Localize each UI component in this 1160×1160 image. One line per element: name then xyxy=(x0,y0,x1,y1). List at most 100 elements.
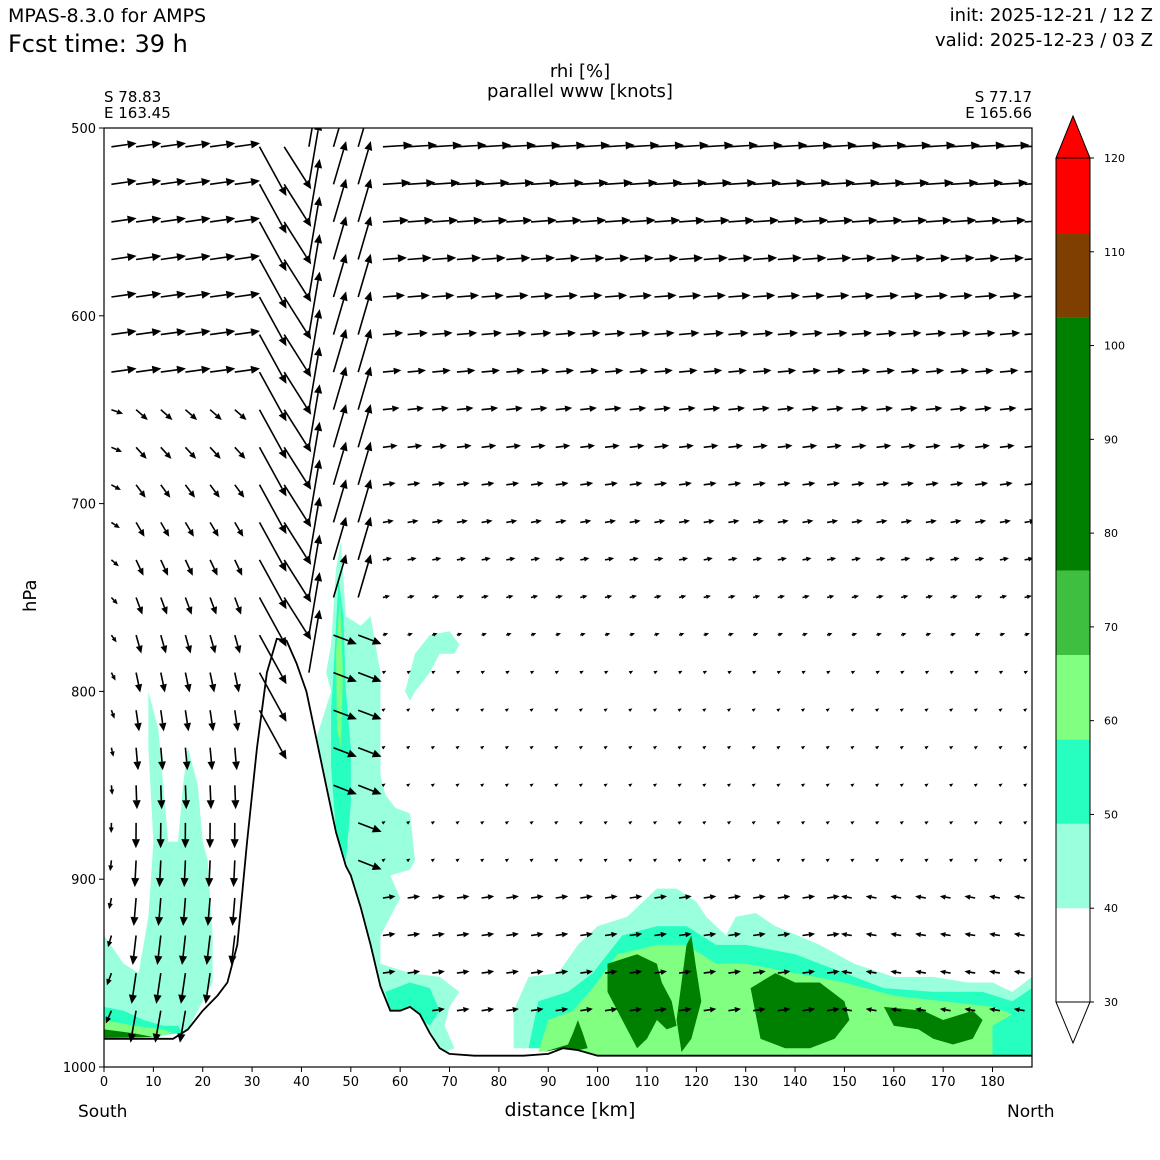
wind-arrow-head xyxy=(850,858,855,863)
wind-arrow-head xyxy=(225,215,236,224)
wind-arrow-shaft xyxy=(382,407,393,411)
wind-arrow-shaft xyxy=(851,257,867,261)
start-lat: S 78.83 xyxy=(104,88,162,106)
wind-arrow-head xyxy=(214,413,222,420)
wind-arrow-shaft xyxy=(1024,596,1028,599)
wind-arrow-head xyxy=(825,821,830,825)
wind-arrow-shaft xyxy=(357,487,370,523)
wind-arrow-head xyxy=(949,821,954,825)
wind-arrow-head xyxy=(314,496,323,507)
wind-arrow-shaft xyxy=(802,332,815,336)
wind-arrow-head xyxy=(825,783,830,787)
colorbar-tick-label: 80 xyxy=(1104,527,1118,540)
wind-arrow-head xyxy=(225,178,236,186)
wind-arrow-shaft xyxy=(975,257,991,261)
wind-arrow-head xyxy=(154,955,163,965)
wind-arrow-head xyxy=(439,443,447,450)
wind-arrow-shaft xyxy=(1019,933,1025,937)
wind-arrow-head xyxy=(135,645,143,654)
wind-arrow-head xyxy=(841,1007,848,1013)
wind-arrow-head xyxy=(504,821,509,825)
wind-arrow-head xyxy=(364,479,373,489)
x-tick-label: 90 xyxy=(540,1075,557,1090)
wind-arrow-shaft xyxy=(481,896,489,899)
wind-arrow-head xyxy=(212,528,219,537)
wind-arrow-shaft xyxy=(160,521,167,532)
wind-arrow-head xyxy=(664,367,673,375)
wind-arrow-head xyxy=(712,405,721,412)
wind-arrow-head xyxy=(250,365,260,374)
wind-arrow-head xyxy=(112,598,118,605)
wind-arrow-head xyxy=(570,254,580,263)
wind-arrow-shaft xyxy=(925,558,930,561)
wind-arrow-shaft xyxy=(969,1009,976,1012)
wind-arrow-head xyxy=(210,606,217,615)
wind-arrow-head xyxy=(833,481,840,487)
wind-arrow-shaft xyxy=(580,332,593,336)
wind-arrow-shaft xyxy=(332,374,345,410)
wind-arrow-head xyxy=(982,443,990,450)
wind-arrow-head xyxy=(875,783,880,787)
wind-arrow-head xyxy=(463,894,470,900)
wind-arrow-shaft xyxy=(871,933,877,937)
wind-arrow-shaft xyxy=(530,971,538,974)
wind-arrow-shaft xyxy=(901,144,922,148)
wind-arrow-shaft xyxy=(135,446,143,455)
wind-arrow-head xyxy=(413,931,421,938)
wind-arrow-shaft xyxy=(530,520,537,524)
wind-arrow-head xyxy=(989,1007,996,1013)
wind-arrow-head xyxy=(708,519,715,525)
wind-arrow-head xyxy=(238,451,246,459)
wind-arrow-head xyxy=(456,670,461,675)
wind-arrow-shaft xyxy=(258,522,283,565)
wind-arrow-shaft xyxy=(975,332,988,336)
wind-arrow-head xyxy=(619,254,630,263)
wind-arrow-shaft xyxy=(703,144,725,148)
wind-arrow-shaft xyxy=(283,146,307,183)
wind-arrow-shaft xyxy=(481,1008,489,1012)
wind-arrow-head xyxy=(531,632,537,637)
wind-arrow-shaft xyxy=(679,219,697,223)
wind-arrow-shaft xyxy=(604,520,611,524)
wind-arrow-head xyxy=(463,969,470,975)
wind-arrow-shaft xyxy=(901,257,917,261)
wind-arrow-shaft xyxy=(283,334,307,370)
wind-arrow-shaft xyxy=(629,370,641,373)
wind-arrow-head xyxy=(704,632,710,637)
rh-region-c80 xyxy=(543,1020,588,1052)
wind-arrow-shaft xyxy=(184,785,187,801)
wind-arrow-head xyxy=(638,405,647,412)
wind-arrow-head xyxy=(347,749,357,758)
wind-arrow-head xyxy=(890,932,897,938)
wind-arrow-head xyxy=(614,405,622,412)
y-tick-label: 1000 xyxy=(63,1061,96,1076)
wind-arrow-shaft xyxy=(678,558,684,561)
wind-arrow-shaft xyxy=(160,293,178,298)
wind-arrow-head xyxy=(176,215,186,224)
wind-arrow-head xyxy=(669,254,679,263)
wind-arrow-head xyxy=(406,783,411,787)
wind-arrow-head xyxy=(616,329,626,338)
wind-arrow-head xyxy=(681,594,687,599)
wind-arrow-shaft xyxy=(308,505,319,561)
wind-arrow-shaft xyxy=(456,558,461,561)
wind-arrow-shaft xyxy=(703,332,717,336)
wind-arrow-shaft xyxy=(283,259,307,295)
wind-arrow-shaft xyxy=(555,182,575,186)
wind-arrow-shaft xyxy=(234,181,252,186)
wind-arrow-shaft xyxy=(530,332,544,336)
wind-arrow-head xyxy=(609,519,616,525)
wind-arrow-shaft xyxy=(920,1009,927,1012)
wind-arrow-head xyxy=(201,178,211,186)
wind-arrow-shaft xyxy=(160,559,166,570)
wind-arrow-head xyxy=(139,451,147,459)
wind-arrow-head xyxy=(538,443,546,450)
wind-arrow-shaft xyxy=(753,219,771,223)
wind-arrow-head xyxy=(607,594,613,599)
wind-arrow-head xyxy=(413,969,421,975)
wind-arrow-shaft xyxy=(432,520,438,524)
wind-arrow-shaft xyxy=(357,299,370,335)
wind-arrow-head xyxy=(237,490,245,498)
wind-arrow-head xyxy=(671,216,681,225)
wind-arrow-head xyxy=(1023,783,1028,787)
